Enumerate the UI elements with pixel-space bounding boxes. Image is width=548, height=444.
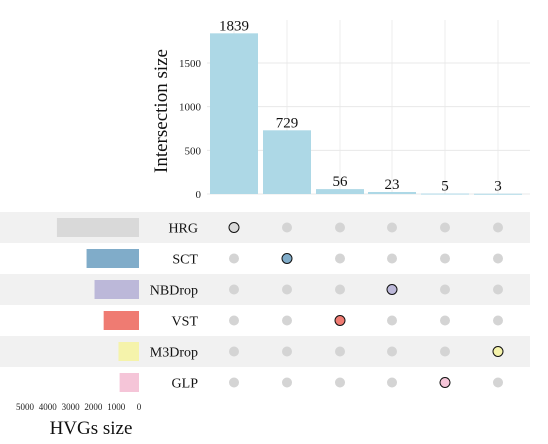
set-name-label: NBDrop <box>150 284 198 299</box>
matrix-dot <box>440 315 450 326</box>
matrix-dot <box>387 222 397 233</box>
matrix-dot-active <box>492 346 504 357</box>
matrix-dot <box>282 346 292 357</box>
x-tick-label: 5000 <box>16 402 35 412</box>
set-size-bar <box>118 342 139 361</box>
matrix-dot-active <box>228 222 240 233</box>
matrix-dot <box>282 284 292 295</box>
matrix-dot <box>440 253 450 264</box>
x-axis-title: HVGs size <box>50 418 133 439</box>
y-tick-label: 500 <box>185 145 202 157</box>
set-size-bar <box>86 249 139 268</box>
bar-value-label: 729 <box>276 115 299 131</box>
matrix-row-band <box>0 274 530 305</box>
matrix-dot <box>335 253 345 264</box>
intersection-bar <box>368 191 416 194</box>
bar-value-label: 56 <box>333 174 349 190</box>
matrix-dot-active <box>281 253 293 264</box>
matrix-dot <box>440 346 450 357</box>
y-tick-label: 1000 <box>179 102 202 114</box>
intersection-bar <box>474 193 522 195</box>
set-size-bar <box>56 218 139 237</box>
matrix-dot <box>335 284 345 295</box>
matrix-row-band <box>0 336 530 367</box>
matrix-dot <box>387 253 397 264</box>
bar-value-label: 5 <box>441 179 449 195</box>
matrix-dot <box>387 377 397 388</box>
matrix-dot <box>440 284 450 295</box>
matrix-dot <box>282 222 292 233</box>
matrix-dot <box>493 253 503 264</box>
intersection-bar-panel: 0 500 1000 1500 1839 729 56 23 5 3 Intersection si… <box>151 18 530 201</box>
matrix-dot <box>387 346 397 357</box>
intersection-bar <box>263 130 311 194</box>
set-name-label: SCT <box>172 253 198 268</box>
bar-value-label: 23 <box>385 177 400 193</box>
matrix-dot <box>335 346 345 357</box>
set-name-label: GLP <box>172 377 199 392</box>
matrix-dot <box>229 284 239 295</box>
set-name-label: HRG <box>168 222 198 237</box>
y-tick-label: 1500 <box>179 58 202 70</box>
bar-value-label: 3 <box>494 179 502 195</box>
matrix-dot <box>282 315 292 326</box>
x-tick-label: 3000 <box>62 402 81 412</box>
matrix-dot-active <box>439 377 451 388</box>
bar-value-label: 1839 <box>219 18 249 34</box>
matrix-dot <box>335 222 345 233</box>
matrix-dot <box>493 315 503 326</box>
matrix-dot <box>493 222 503 233</box>
set-name-label: VST <box>172 315 199 330</box>
set-size-panel: 5000 4000 3000 2000 1000 0 HVGs size <box>16 218 142 439</box>
intersection-bar <box>210 33 258 195</box>
matrix-dot <box>229 346 239 357</box>
matrix-dot <box>282 377 292 388</box>
set-size-bar <box>103 311 139 330</box>
x-tick-label: 4000 <box>39 402 58 412</box>
matrix-dot <box>493 284 503 295</box>
matrix-dot <box>440 222 450 233</box>
matrix-dot <box>229 377 239 388</box>
matrix-dot <box>387 315 397 326</box>
matrix-panel: HRG SCT NBDrop VST M3Drop GLP <box>0 212 530 392</box>
y-axis-title: Intersection size <box>151 49 172 173</box>
matrix-dot <box>229 253 239 264</box>
x-tick-label: 2000 <box>84 402 103 412</box>
set-size-bar <box>119 373 139 392</box>
y-tick-label: 0 <box>196 189 202 201</box>
matrix-dot-active <box>334 315 346 326</box>
intersection-bar <box>316 189 364 194</box>
x-tick-label: 0 <box>137 402 142 412</box>
set-name-label: M3Drop <box>150 346 198 361</box>
matrix-dot-active <box>386 284 398 295</box>
matrix-dot <box>229 315 239 326</box>
x-tick-label: 1000 <box>107 402 126 412</box>
intersection-bar <box>421 193 469 195</box>
matrix-dot <box>493 377 503 388</box>
matrix-dot <box>335 377 345 388</box>
set-size-bar <box>94 280 139 299</box>
